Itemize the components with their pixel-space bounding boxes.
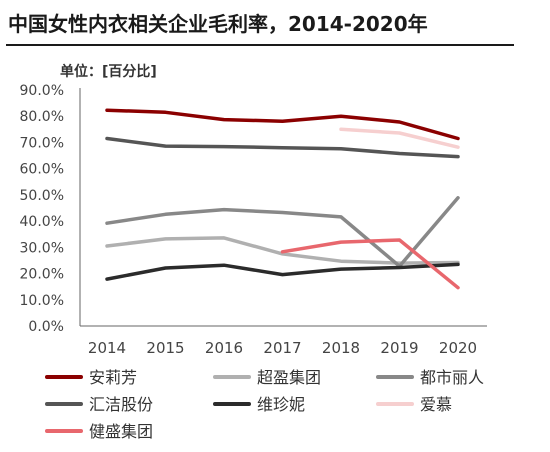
series-line-6 [280, 238, 460, 290]
y-tick-label: 90.0% [20, 83, 64, 99]
legend-label: 汇洁股份 [89, 395, 153, 414]
series-lines [105, 108, 460, 290]
x-tick-label: 2016 [205, 339, 243, 357]
x-tick-label: 2019 [380, 339, 418, 357]
y-axis-ticks: 0.0% 10.0% 20.0% 30.0% 40.0% 50.0% 60.0% 70.0% 8… [20, 83, 64, 335]
y-tick-label: 10.0% [20, 293, 64, 309]
axes [79, 88, 487, 327]
series-line-4 [105, 262, 460, 281]
unit-label: 单位：[百分比] [60, 63, 157, 80]
title-underline [6, 44, 514, 46]
y-tick-label: 30.0% [20, 240, 64, 256]
legend-label: 安莉芳 [89, 368, 137, 387]
x-tick-label: 2017 [263, 339, 301, 357]
series-line-1 [105, 236, 460, 265]
y-tick-label: 80.0% [20, 109, 64, 125]
y-tick-label: 70.0% [20, 135, 64, 151]
x-tick-label: 2015 [146, 339, 184, 357]
series-line-0 [105, 108, 460, 141]
y-tick-label: 50.0% [20, 188, 64, 204]
y-tick-label: 0.0% [28, 319, 64, 335]
chart-title: 中国女性内衣相关企业毛利率，2014-2020年 [8, 12, 428, 36]
x-tick-label: 2020 [439, 339, 477, 357]
legend-label: 都市丽人 [420, 368, 484, 387]
y-tick-label: 20.0% [20, 267, 64, 283]
x-tick-label: 2018 [322, 339, 360, 357]
series-line-2 [105, 196, 460, 268]
y-tick-label: 40.0% [20, 214, 64, 230]
legend-label: 健盛集团 [89, 422, 153, 441]
y-tick-label: 60.0% [20, 162, 64, 178]
legend-label: 超盈集团 [257, 368, 321, 387]
legend-label: 爱慕 [420, 395, 452, 414]
legend-label: 维珍妮 [257, 395, 305, 414]
series-line-3 [105, 136, 460, 159]
x-axis-ticks: 2014 2015 2016 2017 2018 2019 2020 [88, 339, 477, 357]
x-tick-label: 2014 [88, 339, 126, 357]
series-line-5 [339, 127, 460, 149]
